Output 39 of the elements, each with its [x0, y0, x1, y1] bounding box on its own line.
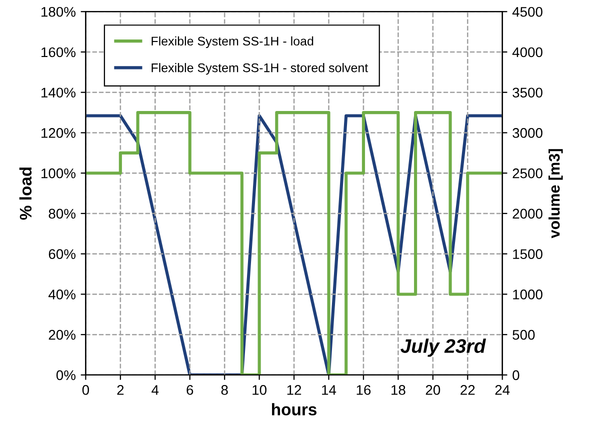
y2-tick-label: 3500 — [512, 88, 542, 98]
y-tick-label: 140% — [42, 88, 76, 98]
x-tick-label: 18 — [392, 385, 406, 395]
y2-tick-label: 2500 — [512, 168, 542, 178]
x-tick-label: 0 — [82, 385, 90, 395]
x-tick-label: 4 — [152, 385, 159, 395]
y-tick-label: 80% — [48, 208, 76, 219]
x-tick-label: 8 — [221, 385, 228, 395]
x-tick-label: 24 — [495, 385, 510, 395]
x-tick-label: 6 — [186, 385, 194, 395]
x-tick-label: 14 — [322, 385, 336, 395]
x-tick-label: 12 — [287, 385, 302, 395]
y2-tick-label: 500 — [512, 330, 535, 340]
y2-tick-label: 1000 — [513, 290, 542, 300]
y2-axis-title: volume [m3] — [548, 149, 563, 238]
y-tick-label: 120% — [42, 128, 76, 138]
y2-tick-label: 0 — [512, 370, 520, 380]
x-tick-label: 20 — [426, 385, 440, 395]
x-tick-label: 16 — [356, 385, 371, 395]
x-tick-label: 2 — [117, 385, 124, 395]
y-tick-label: 60% — [48, 249, 76, 260]
y2-tick-label: 4500 — [512, 6, 542, 17]
y-tick-label: 100% — [42, 168, 76, 178]
x-tick-label: 22 — [460, 385, 475, 395]
annotation: July 23rd — [400, 338, 486, 357]
y-tick-label: 20% — [48, 330, 76, 340]
y-axis-title: % load — [19, 168, 32, 220]
y-tick-label: 40% — [48, 290, 76, 300]
legend-label: Flexible System SS-1H - stored solvent — [152, 63, 368, 75]
y2-tick-label: 4000 — [512, 47, 542, 58]
y-tick-label: 180% — [42, 6, 76, 17]
y2-tick-label: 2000 — [512, 208, 542, 219]
y-tick-label: 0% — [56, 370, 76, 380]
y2-tick-label: 1500 — [513, 249, 542, 260]
x-axis-title: hours — [272, 403, 316, 416]
legend-label: Flexible System SS-1H - load — [152, 36, 314, 48]
y-tick-label: 160% — [42, 47, 76, 58]
y2-tick-label: 3000 — [512, 128, 542, 138]
x-tick-label: 10 — [252, 385, 266, 395]
